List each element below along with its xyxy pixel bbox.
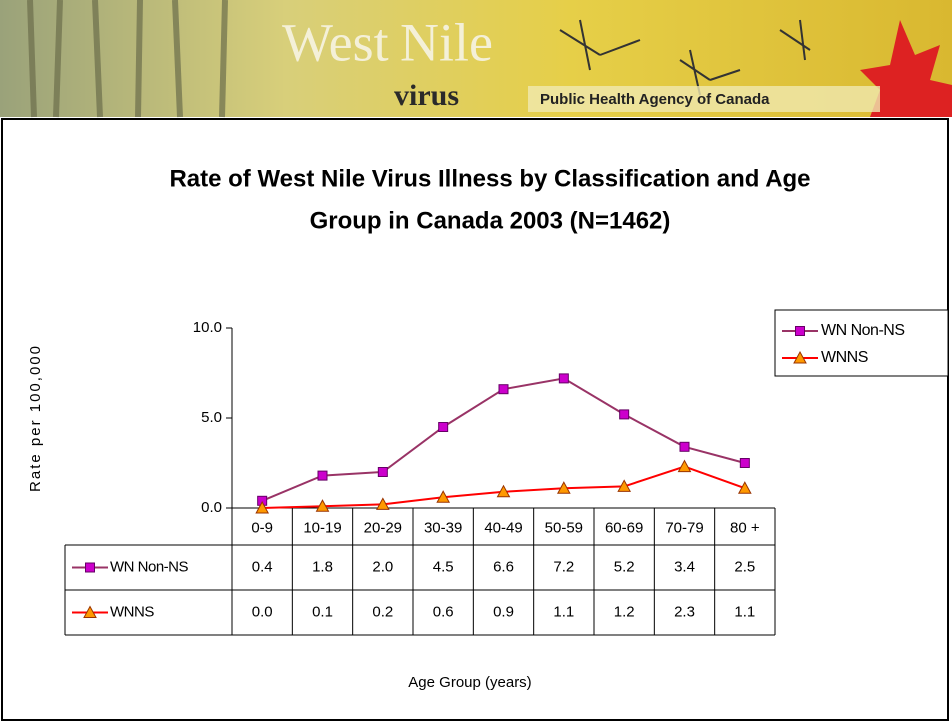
table-row-label: WN Non-NS: [110, 558, 189, 575]
chart-title: Group in Canada 2003 (N=1462): [310, 207, 671, 234]
table-cell: 2.3: [674, 603, 695, 620]
marker: [679, 441, 690, 452]
marker: [793, 350, 807, 364]
marker: [617, 479, 632, 492]
x-tick-label: 70-79: [665, 519, 703, 536]
marker: [496, 484, 511, 498]
agency: Public Health Agency of Canada: [540, 91, 770, 108]
agency-bg: [528, 86, 880, 112]
y-tick-label: 10.0: [193, 319, 222, 336]
x-tick-label: 20-29: [364, 519, 402, 536]
table-cell: 1.8: [312, 558, 333, 575]
marker: [436, 490, 451, 503]
chart-frame: [1, 118, 949, 721]
table-cell: 0.9: [493, 603, 514, 620]
table-cell: 5.2: [614, 558, 635, 575]
table-row-label: WNNS: [110, 603, 154, 620]
marker: [255, 500, 270, 514]
table-cell: 1.1: [734, 603, 755, 620]
x-tick-label: 50-59: [545, 519, 583, 536]
banner-title: Nile: [400, 12, 493, 72]
table-cell: 1.2: [614, 603, 635, 620]
x-tick-label: 40-49: [484, 519, 522, 536]
x-axis-label: Age Group (years): [408, 674, 531, 691]
marker: [498, 384, 509, 395]
banner: West Nile virus Public Health Agency of …: [0, 0, 952, 118]
chart-title: Rate of West Nile Virus Illness by Class…: [169, 165, 810, 192]
trees: [27, 0, 228, 118]
banner-title: West: [282, 12, 389, 72]
marker: [739, 458, 750, 468]
table-cell: 0.4: [252, 558, 273, 575]
table-cell: 0.6: [433, 603, 454, 620]
legend-label: WN Non-NS: [821, 322, 905, 339]
y-tick-label: 5.0: [201, 409, 222, 426]
marker: [315, 499, 330, 512]
maple-leaf: [860, 20, 952, 117]
y-axis-label: Rate per 100,000: [27, 344, 44, 492]
x-tick-label: 10-19: [303, 519, 341, 536]
marker: [438, 422, 449, 432]
marker: [737, 481, 752, 494]
table-cell: 7.2: [553, 558, 574, 575]
legend: [774, 309, 949, 377]
marker: [795, 326, 805, 336]
table-cell: 0.0: [252, 603, 273, 620]
marker: [317, 470, 328, 481]
marker: [377, 467, 388, 477]
table-cell: 6.6: [493, 558, 514, 575]
x-tick-label: 80 +: [730, 519, 760, 536]
marker: [375, 497, 390, 510]
marker: [85, 562, 95, 573]
table-cell: 0.2: [372, 603, 393, 620]
y-tick-label: 0.0: [201, 499, 222, 516]
x-tick-label: 0-9: [251, 519, 273, 536]
table-cell: 0.1: [312, 603, 333, 620]
marker: [83, 605, 97, 618]
table-cell: 4.5: [433, 558, 454, 575]
x-tick-label: 60-69: [605, 519, 643, 536]
banner-subtitle: virus: [394, 79, 459, 112]
table-cell: 3.4: [674, 558, 695, 575]
marker: [558, 373, 569, 384]
marker: [619, 409, 630, 420]
x-tick-label: 30-39: [424, 519, 462, 536]
marker: [556, 481, 571, 494]
table-cell: 1.1: [553, 603, 574, 620]
legend-label: WNNS: [821, 349, 868, 366]
table-cell: 2.0: [372, 558, 393, 575]
marker: [677, 459, 692, 473]
table-cell: 2.5: [734, 558, 755, 575]
